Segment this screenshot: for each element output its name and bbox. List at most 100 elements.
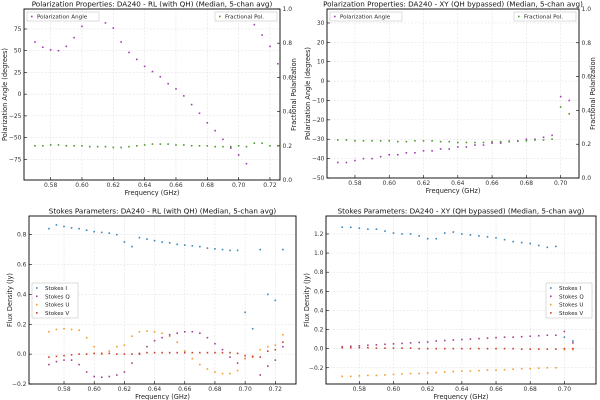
chart-2: 0.58 0.60 0.62 0.64 0.66 0.68 0.70−50−40−30−20… (304, 0, 597, 195)
data-point-polarization-angle (414, 152, 416, 154)
y-tick-label: 0.4 (17, 291, 27, 298)
data-point-stokes-i (168, 242, 171, 244)
data-point-polarization-angle (525, 138, 528, 141)
data-point-stokes-i (138, 236, 141, 239)
data-point-polarization-angle (337, 161, 339, 164)
data-point-stokes-v (418, 347, 420, 350)
data-point-fractional-pol- (379, 140, 382, 142)
data-point-stokes-q (443, 339, 446, 342)
data-point-stokes-i (367, 228, 369, 230)
data-point-polarization-angle (190, 103, 193, 106)
data-point-fractional-pol- (559, 106, 562, 108)
legend-label: Fractional Pol. (225, 15, 264, 21)
y-tick-label: −30 (312, 136, 325, 143)
data-point-stokes-u (146, 330, 148, 332)
data-point-stokes-q (435, 340, 438, 342)
x-tick-label: 0.70 (232, 182, 246, 189)
data-point-stokes-i (93, 230, 96, 233)
data-point-stokes-v (520, 348, 523, 350)
y-axis-label: Flux Density (Jy) (303, 273, 311, 327)
data-point-polarization-angle (222, 138, 224, 141)
data-point-stokes-u (131, 335, 133, 338)
data-point-polarization-angle (261, 34, 263, 36)
data-point-stokes-u (486, 369, 489, 371)
data-point-fractional-pol- (198, 145, 201, 147)
data-point-fractional-pol- (362, 140, 365, 142)
data-point-fractional-pol- (414, 140, 416, 142)
data-point-stokes-u (495, 369, 497, 371)
data-point-polarization-angle (397, 153, 399, 156)
y-tick-label: −0.2 (309, 365, 324, 372)
data-point-stokes-u (153, 330, 156, 333)
x-tick-label: 0.64 (138, 182, 152, 189)
chart-3: 0.58 0.60 0.62 0.64 0.66 0.68 0.70 0.72 −0.2 0.0 0… (6, 207, 297, 400)
data-point-polarization-angle (439, 148, 442, 150)
data-point-stokes-u (116, 345, 118, 348)
legend-label: Polarization Angle (340, 15, 391, 21)
data-point-stokes-v (55, 355, 58, 358)
x-tick-label: 0.70 (238, 386, 252, 393)
x-tick-label: 0.62 (118, 386, 132, 393)
data-point-polarization-angle (230, 147, 232, 149)
data-point-polarization-angle (422, 150, 425, 152)
data-point-stokes-v (138, 352, 141, 355)
data-point-stokes-i (85, 229, 88, 231)
chart-title: Stokes Parameters: DA240 - RL (with QH) … (49, 207, 277, 216)
legend-box (513, 11, 577, 22)
legend-box (31, 282, 79, 319)
x-axis-label: Frequency (GHz) (125, 189, 180, 197)
data-point-fractional-pol- (431, 140, 433, 142)
data-point-stokes-q (116, 374, 118, 376)
data-point-stokes-q (48, 363, 50, 366)
data-point-fractional-pol- (89, 145, 91, 148)
legend-center-right: Stokes I Stokes Q Stokes U Stokes V (545, 282, 593, 319)
legend-box (329, 11, 403, 22)
data-point-stokes-v (116, 353, 118, 355)
data-point-stokes-u (375, 374, 378, 377)
data-point-polarization-angle (34, 41, 36, 43)
data-point-fractional-pol- (448, 140, 451, 143)
data-point-stokes-q (55, 360, 58, 363)
data-point-stokes-i (214, 248, 216, 250)
data-point-stokes-q (85, 371, 88, 373)
data-point-polarization-angle (253, 23, 256, 26)
data-point-stokes-v (183, 351, 186, 354)
data-point-stokes-u (55, 328, 58, 331)
data-point-stokes-q (546, 334, 549, 337)
data-point-stokes-i (384, 230, 386, 232)
data-point-stokes-u (341, 375, 344, 378)
legend-marker (36, 287, 38, 289)
data-point-stokes-i (123, 241, 126, 243)
y-tick-label: 20 (317, 39, 325, 46)
chart-4: 0.58 0.60 0.62 0.64 0.66 0.68 0.70 −0.2 0.0 0.2 0.… (303, 207, 597, 400)
data-point-stokes-u (572, 348, 574, 351)
data-point-stokes-q (282, 345, 284, 348)
data-point-polarization-angle (457, 146, 459, 148)
y2-tick-label: 0.6 (283, 74, 293, 81)
data-point-stokes-q (100, 376, 103, 379)
y-axis-label: Polarization Angle (degrees) (1, 48, 9, 141)
legend-label: Fractional Pol. (524, 15, 563, 21)
legend-label: Stokes U (559, 303, 583, 309)
data-point-stokes-u (409, 372, 412, 375)
data-point-stokes-v (401, 347, 403, 349)
data-point-stokes-i (153, 239, 156, 242)
data-point-stokes-i (199, 245, 201, 248)
x-tick-label: 0.60 (75, 182, 89, 189)
y-axis-label: Polarization Angle (degrees) (304, 47, 312, 140)
y-tick-label: 30 (317, 20, 325, 27)
legend-box (545, 282, 593, 319)
y-tick-label: −10 (312, 97, 325, 104)
x-tick-label: 0.62 (107, 182, 121, 189)
data-point-fractional-pol- (190, 145, 193, 147)
data-point-fractional-pol- (261, 142, 263, 145)
data-point-polarization-angle (465, 146, 468, 148)
x-tick-label: 0.58 (353, 386, 367, 393)
data-point-stokes-v (282, 341, 284, 343)
data-point-stokes-v (123, 353, 126, 355)
data-point-stokes-u (123, 344, 126, 346)
data-point-stokes-q (384, 343, 386, 346)
data-point-stokes-v (63, 354, 65, 357)
data-point-fractional-pol- (525, 140, 528, 142)
data-point-stokes-v (495, 347, 497, 350)
